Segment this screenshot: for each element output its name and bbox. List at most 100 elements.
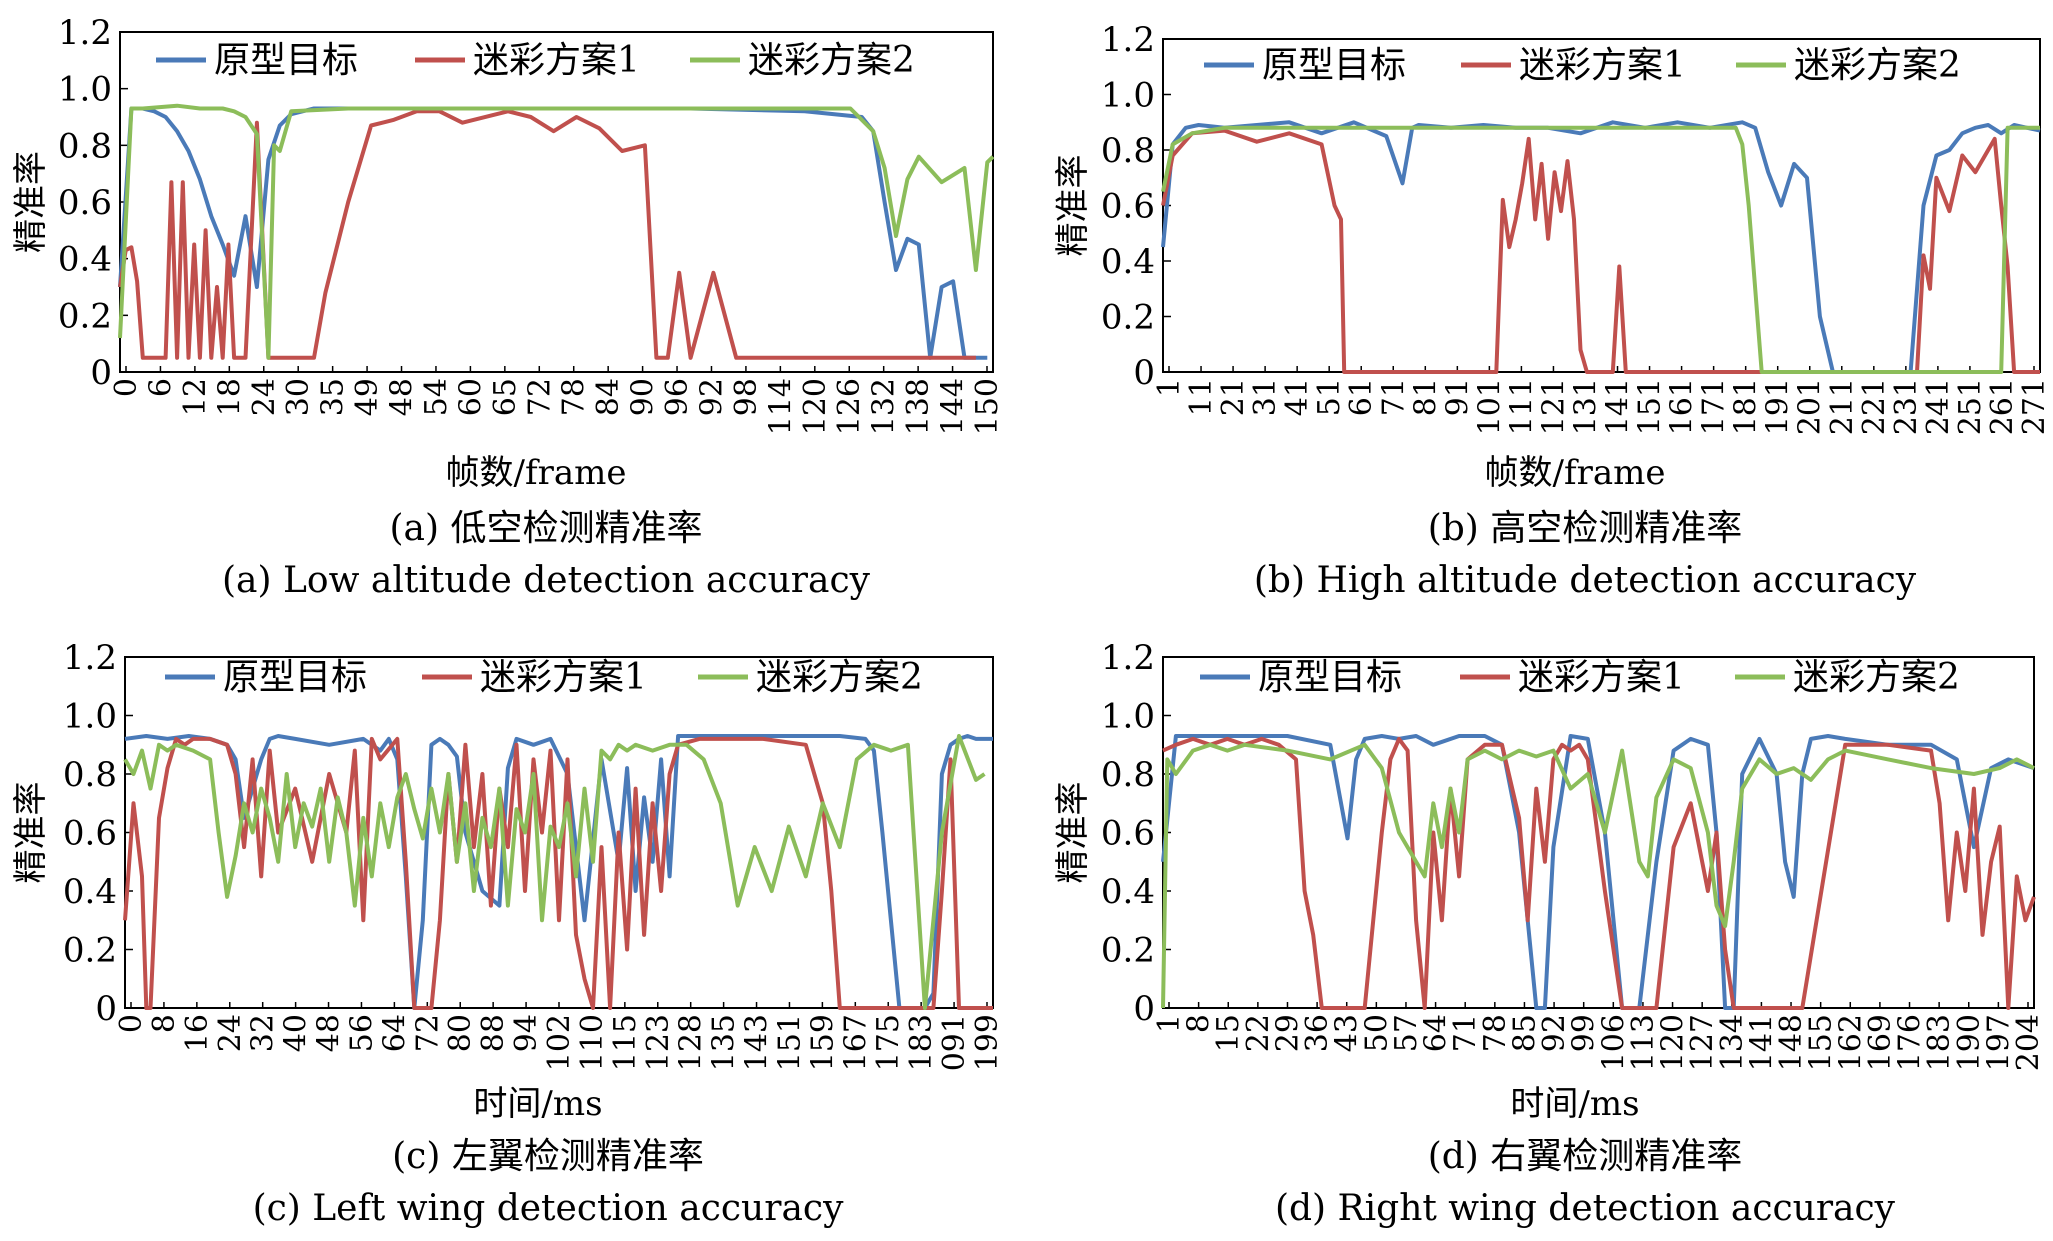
- x-tick-label: 135: [707, 1014, 742, 1071]
- y-tick-label: 1.0: [1101, 76, 1155, 116]
- x-tick-label: 8: [1182, 1014, 1217, 1033]
- x-tick-label: 80: [443, 1014, 478, 1052]
- x-tick-label: 132: [867, 378, 902, 435]
- x-tick-label: 72: [410, 1014, 445, 1052]
- x-tick-label: 43: [1330, 1014, 1365, 1052]
- series-line-d-2: [1162, 736, 2036, 1010]
- x-tick-label: 176: [1893, 1014, 1928, 1071]
- series-line-d-3: [1161, 742, 2035, 1009]
- x-tick-label: 181: [1729, 378, 1764, 435]
- y-tick-label: 1.2: [1101, 20, 1155, 60]
- x-tick-label: 169: [1863, 1014, 1898, 1071]
- x-tick-label: 29: [1270, 1014, 1305, 1052]
- x-tick-label: 84: [591, 378, 626, 416]
- x-tick-label: 92: [1537, 1014, 1572, 1052]
- x-axis-title: 时间/ms: [1510, 1084, 1639, 1124]
- legend-label: 迷彩方案1: [1518, 657, 1685, 698]
- x-tick-label: 71: [1448, 1014, 1483, 1052]
- x-tick-label: 41: [1280, 378, 1315, 416]
- x-tick-label: 71: [1376, 378, 1411, 416]
- y-tick-label: 0: [1133, 989, 1155, 1029]
- y-tick-label: 0.8: [58, 126, 112, 166]
- x-tick-label: 120: [1656, 1014, 1691, 1071]
- x-tick-label: 201: [1793, 378, 1828, 435]
- legend-label: 原型目标: [1258, 657, 1402, 698]
- y-tick-label: 0.6: [1101, 187, 1155, 227]
- x-tick-label: 141: [1601, 378, 1636, 435]
- x-tick-label: 54: [419, 378, 454, 416]
- y-tick-label: 0.4: [1101, 242, 1155, 282]
- x-tick-label: 40: [279, 1014, 314, 1052]
- x-tick-label: 138: [901, 378, 936, 435]
- series-line-b-3: [1161, 125, 2040, 374]
- x-tick-label: 60: [453, 378, 488, 416]
- y-tick-label: 0.4: [58, 240, 112, 280]
- x-tick-label: 141: [1744, 1014, 1779, 1071]
- x-tick-label: 102: [542, 1014, 577, 1071]
- x-tick-label: 8: [147, 1014, 182, 1033]
- y-tick-label: 0.4: [63, 872, 117, 912]
- y-tick-label: 0.2: [58, 296, 112, 336]
- x-tick-label: 61: [1344, 378, 1379, 416]
- legend-label: 迷彩方案1: [1519, 45, 1686, 86]
- y-tick-label: 0.8: [63, 755, 117, 795]
- x-tick-label: 159: [805, 1014, 840, 1071]
- x-tick-label: 98: [729, 378, 764, 416]
- x-tick-label: 21: [1216, 378, 1251, 416]
- x-tick-label: 24: [213, 1014, 248, 1052]
- series-line-b-1: [1161, 120, 2041, 374]
- x-tick-label: 12: [178, 378, 213, 416]
- x-tick-label: 183: [1922, 1014, 1957, 1071]
- y-tick-label: 0.6: [1101, 814, 1155, 854]
- x-tick-label: 1: [1152, 1014, 1187, 1033]
- x-tick-label: 51: [1312, 378, 1347, 416]
- x-tick-label: 50: [1359, 1014, 1394, 1052]
- y-tick-label: 1.2: [63, 638, 117, 678]
- x-tick-label: 190: [1952, 1014, 1987, 1071]
- y-tick-label: 1.0: [58, 70, 112, 110]
- legend-label: 原型目标: [214, 40, 358, 81]
- y-tick-label: 0: [1133, 353, 1155, 393]
- x-tick-label: 150: [970, 378, 1005, 435]
- legend-label: 迷彩方案1: [473, 40, 640, 81]
- x-tick-label: 0: [114, 1014, 149, 1033]
- legend-label: 迷彩方案2: [748, 40, 915, 81]
- y-tick-label: 0: [95, 989, 117, 1029]
- caption-cn: (a) 低空检测精准率: [390, 508, 703, 549]
- x-tick-label: 72: [522, 378, 557, 416]
- caption-cn: (b) 高空检测精准率: [1428, 508, 1743, 549]
- x-tick-label: 161: [1665, 378, 1700, 435]
- x-tick-label: 221: [1857, 378, 1892, 435]
- legend-label: 原型目标: [223, 657, 367, 698]
- caption-cn: (d) 右翼检测精准率: [1428, 1136, 1743, 1177]
- plot-frame-a: [119, 31, 994, 373]
- x-tick-label: 120: [798, 378, 833, 435]
- x-tick-label: 78: [557, 378, 592, 416]
- x-tick-label: 32: [246, 1014, 281, 1052]
- x-tick-label: 65: [488, 378, 523, 416]
- y-tick-label: 1.0: [63, 697, 117, 737]
- y-tick-label: 1.0: [1101, 697, 1155, 737]
- x-tick-label: 251: [1953, 378, 1988, 435]
- x-tick-label: 144: [936, 378, 971, 435]
- legend-label: 迷彩方案2: [1794, 45, 1961, 86]
- series-line-c-1: [124, 734, 993, 1010]
- x-tick-label: 261: [1985, 378, 2020, 435]
- y-axis-title: 精准率: [1053, 155, 1093, 257]
- x-tick-label: 35: [316, 378, 351, 416]
- x-tick-label: 175: [871, 1014, 906, 1071]
- x-tick-label: 162: [1833, 1014, 1868, 1071]
- caption-cn: (c) 左翼检测精准率: [392, 1136, 704, 1177]
- x-tick-label: 121: [1536, 378, 1571, 435]
- x-tick-label: 128: [674, 1014, 709, 1071]
- x-tick-label: 36: [1300, 1014, 1335, 1052]
- x-tick-label: 148: [1774, 1014, 1809, 1071]
- x-axis-title: 帧数/frame: [1485, 453, 1666, 493]
- x-tick-label: 171: [1697, 378, 1732, 435]
- x-tick-label: 113: [1626, 1014, 1661, 1071]
- series-line-a-3: [118, 103, 995, 360]
- caption-en: (d) Right wing detection accuracy: [1275, 1188, 1896, 1229]
- series-line-d-1: [1161, 734, 2035, 1010]
- y-tick-label: 0: [90, 353, 112, 393]
- x-axis-title: 时间/ms: [473, 1084, 602, 1124]
